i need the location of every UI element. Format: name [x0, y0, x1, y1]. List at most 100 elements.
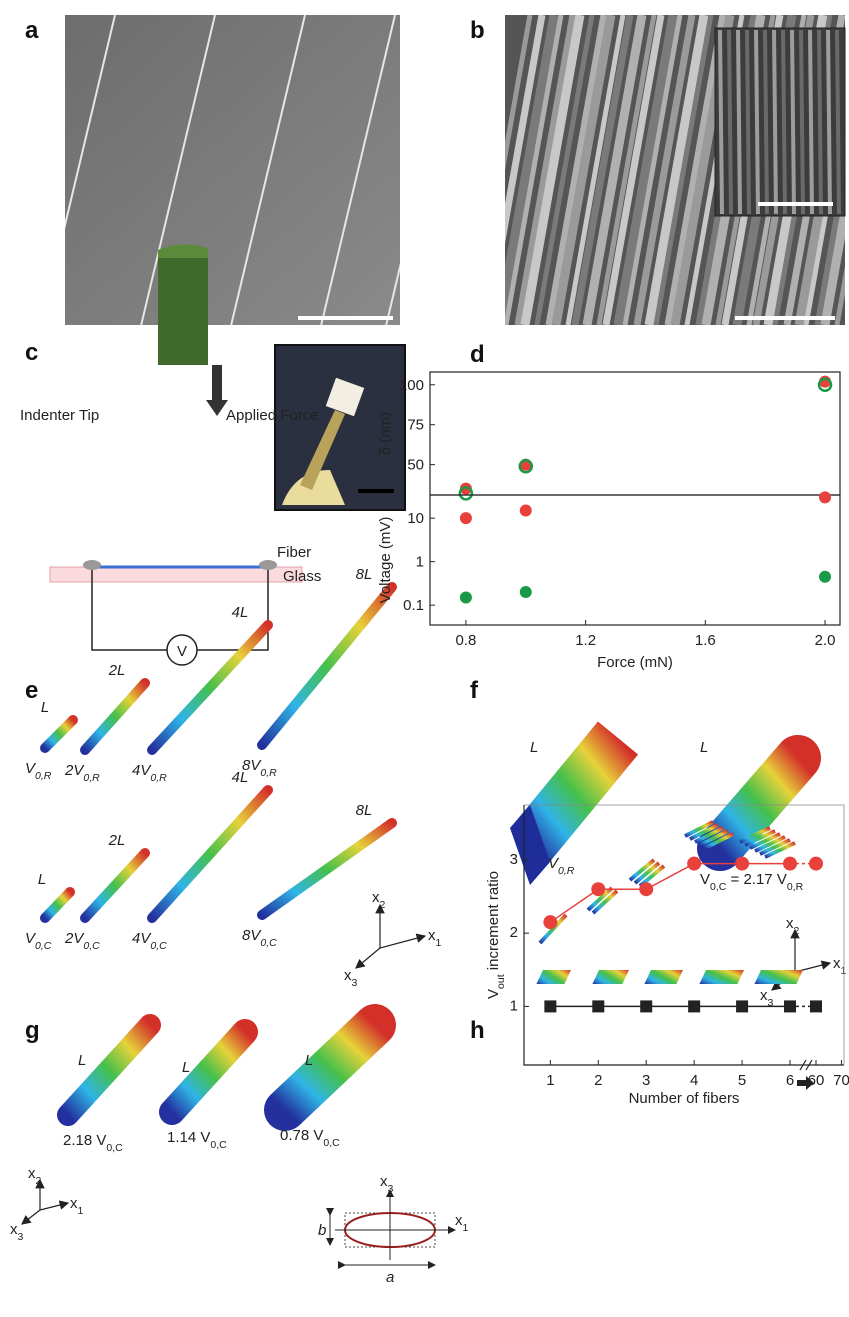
text-part: 8V — [242, 927, 262, 944]
data-point — [736, 1000, 748, 1012]
glass-label: Glass — [283, 568, 321, 585]
length-label: L — [530, 739, 538, 756]
sem-image-a — [40, 15, 460, 330]
text-part: 1 — [436, 937, 442, 949]
data-point — [819, 571, 831, 583]
text-part: increment ratio — [485, 871, 502, 974]
plot-frame — [430, 372, 840, 495]
voltage-label: 4V0,R — [132, 762, 167, 784]
y-tick-label: 0.1 — [403, 597, 424, 614]
text-part: 3 — [768, 997, 774, 1009]
text-part: V — [485, 989, 502, 999]
x-tick-label: 1 — [546, 1072, 554, 1089]
slab-icon — [644, 970, 683, 984]
text-part: 2 — [36, 1175, 42, 1187]
length-label: L — [182, 1059, 190, 1076]
text-part: 1.14 V — [167, 1129, 210, 1146]
text-part: 0,C — [83, 940, 100, 952]
voltage-label: 1.14 V0,C — [167, 1129, 227, 1151]
data-point — [520, 586, 532, 598]
axis-label: x1 — [833, 955, 847, 977]
length-label: 8L — [356, 566, 373, 583]
plot-frame — [430, 495, 840, 625]
x-tick-label: 1.6 — [695, 632, 716, 649]
data-point — [784, 1000, 796, 1012]
voltage-label: 0.78 V0,C — [280, 1127, 340, 1149]
length-label: L — [700, 739, 708, 756]
text-part: 0,C — [260, 937, 277, 949]
text-part: 2.18 V — [63, 1132, 106, 1149]
x-axis-label: Force (mN) — [597, 654, 673, 671]
fiber-rod — [152, 790, 268, 918]
y-tick-label: 3 — [510, 851, 518, 868]
data-point — [591, 882, 605, 896]
text-part: 2 — [794, 925, 800, 937]
text-part: 0,C — [150, 940, 167, 952]
sem-fiber — [828, 30, 830, 214]
text-part: 1 — [78, 1205, 84, 1217]
text-part: 0,C — [210, 1139, 227, 1151]
text-part: 2 — [380, 899, 386, 911]
x-tick-label: 70 — [833, 1072, 849, 1089]
text-part: 0,R — [558, 865, 575, 877]
text-part: 0,R — [260, 767, 277, 779]
panel-label: f — [470, 677, 479, 704]
text-part: 0,R — [83, 772, 100, 784]
panel-label: h — [470, 1017, 485, 1044]
text-part: 0,C — [35, 940, 52, 952]
fiber-rod — [85, 683, 145, 750]
voltage-label: 8V0,C — [242, 927, 277, 949]
figure: abcdefghIndenter TipApplied ForceFiberGl… — [0, 0, 849, 1317]
length-label: 4L — [232, 769, 249, 786]
axis-label: x3 — [344, 967, 358, 989]
y-tick-label: 10 — [407, 510, 424, 527]
text-part: 0,R — [35, 770, 52, 782]
voltage-label: 4V0,C — [132, 930, 167, 952]
x-tick-label: 2.0 — [815, 632, 836, 649]
length-label: L — [305, 1052, 313, 1069]
axis-label: x3 — [380, 1173, 394, 1195]
data-point — [592, 1000, 604, 1012]
text-part: 1 — [841, 965, 847, 977]
text-part: 3 — [352, 977, 358, 989]
fiber-rod — [45, 720, 73, 748]
text-part: 2V — [64, 762, 85, 779]
y-tick-label: 1 — [416, 554, 424, 571]
panel-label: g — [25, 1017, 40, 1044]
length-label: L — [38, 871, 46, 888]
fiber-label: Fiber — [277, 544, 311, 561]
text-part: 0.78 V — [280, 1127, 323, 1144]
data-point — [544, 1000, 556, 1012]
axis-label: x1 — [70, 1195, 84, 1217]
text-part: 2V — [64, 930, 85, 947]
slab-icon — [536, 970, 571, 984]
text-part: 3 — [18, 1231, 24, 1243]
length-label: L — [41, 699, 49, 716]
data-point — [460, 591, 472, 603]
ellipse-diagram — [330, 1190, 455, 1265]
length-label: 2L — [108, 832, 126, 849]
data-point — [809, 857, 823, 871]
panel-label: b — [470, 17, 485, 44]
sem-fiber — [729, 30, 731, 214]
x-tick-label: 1.2 — [575, 632, 596, 649]
voltage-label: 2V0,R — [64, 762, 100, 784]
x-tick-label: 3 — [642, 1072, 650, 1089]
data-point — [819, 491, 831, 503]
indenter-label: Indenter Tip — [20, 407, 99, 424]
sem-fiber — [801, 30, 803, 214]
y-axis-label: Vout increment ratio — [485, 871, 507, 999]
x-tick-label: 2 — [594, 1072, 602, 1089]
slab-icon — [754, 970, 803, 984]
data-point — [810, 1000, 822, 1012]
force-label: Applied Force — [226, 407, 319, 424]
fiber-rod — [68, 1025, 150, 1115]
text-part: V — [700, 871, 710, 888]
panel-label: a — [25, 17, 39, 44]
text-part: 1 — [463, 1222, 469, 1234]
voltage-label: V0,C — [25, 930, 52, 952]
fiber-rod — [45, 892, 70, 918]
axis-label: x2 — [372, 889, 386, 911]
sem-fiber — [738, 30, 740, 214]
sem-fiber — [810, 30, 812, 214]
